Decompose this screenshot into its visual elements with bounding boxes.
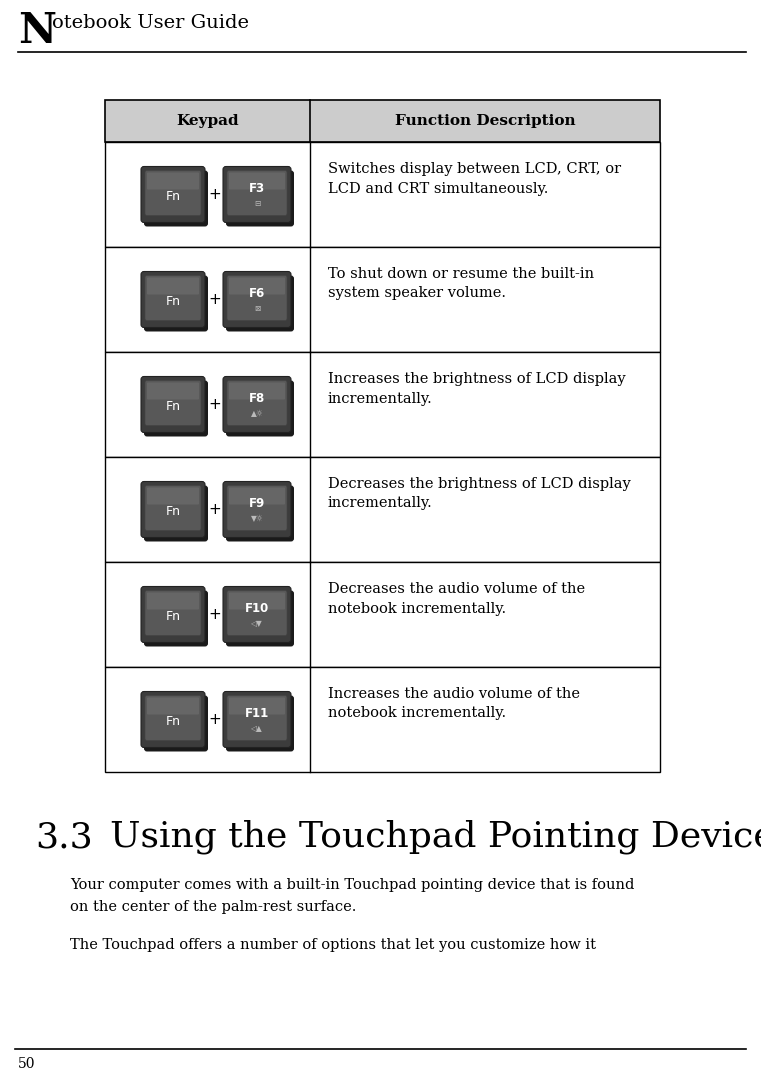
Text: ▼☼: ▼☼ — [250, 514, 263, 523]
Text: Fn: Fn — [165, 715, 180, 728]
Text: otebook User Guide: otebook User Guide — [52, 14, 249, 32]
FancyBboxPatch shape — [144, 590, 208, 646]
FancyBboxPatch shape — [141, 166, 205, 222]
Text: +: + — [209, 607, 221, 622]
Bar — [105, 142, 660, 247]
FancyBboxPatch shape — [145, 170, 201, 216]
Text: +: + — [209, 292, 221, 308]
FancyBboxPatch shape — [227, 486, 287, 531]
Bar — [105, 562, 660, 667]
Bar — [105, 667, 660, 771]
FancyBboxPatch shape — [229, 382, 285, 399]
FancyBboxPatch shape — [141, 692, 205, 748]
FancyBboxPatch shape — [147, 592, 199, 610]
Text: Decreases the brightness of LCD display
incrementally.: Decreases the brightness of LCD display … — [328, 477, 631, 510]
Text: Keypad: Keypad — [177, 114, 239, 128]
Text: 3.3: 3.3 — [35, 820, 93, 853]
FancyBboxPatch shape — [145, 486, 201, 531]
FancyBboxPatch shape — [227, 381, 287, 425]
FancyBboxPatch shape — [223, 166, 291, 222]
Text: Fn: Fn — [165, 400, 180, 413]
FancyBboxPatch shape — [226, 486, 294, 542]
Text: 50: 50 — [18, 1057, 36, 1071]
FancyBboxPatch shape — [147, 277, 199, 295]
FancyBboxPatch shape — [145, 590, 201, 636]
FancyBboxPatch shape — [229, 697, 285, 714]
FancyBboxPatch shape — [227, 696, 287, 740]
Text: Increases the audio volume of the
notebook incrementally.: Increases the audio volume of the notebo… — [328, 687, 580, 721]
FancyBboxPatch shape — [227, 170, 287, 216]
FancyBboxPatch shape — [147, 382, 199, 399]
FancyBboxPatch shape — [229, 592, 285, 610]
Text: F3: F3 — [249, 182, 265, 195]
FancyBboxPatch shape — [227, 275, 287, 320]
Text: F8: F8 — [249, 392, 265, 405]
FancyBboxPatch shape — [226, 696, 294, 751]
FancyBboxPatch shape — [144, 170, 208, 227]
Bar — [105, 100, 660, 142]
Text: Using the Touchpad Pointing Device: Using the Touchpad Pointing Device — [110, 820, 761, 855]
Text: F6: F6 — [249, 287, 265, 300]
Text: Fn: Fn — [165, 295, 180, 308]
Text: Fn: Fn — [165, 610, 180, 623]
FancyBboxPatch shape — [141, 481, 205, 537]
Text: Function Description: Function Description — [395, 114, 575, 128]
FancyBboxPatch shape — [144, 275, 208, 331]
Text: ◁▲: ◁▲ — [251, 724, 263, 733]
FancyBboxPatch shape — [223, 692, 291, 748]
FancyBboxPatch shape — [141, 272, 205, 328]
FancyBboxPatch shape — [145, 696, 201, 740]
Text: ⊟: ⊟ — [254, 199, 260, 208]
FancyBboxPatch shape — [141, 587, 205, 642]
Text: ▲☼: ▲☼ — [250, 409, 263, 418]
Bar — [105, 457, 660, 562]
Text: Fn: Fn — [165, 505, 180, 518]
Text: F11: F11 — [245, 707, 269, 720]
FancyBboxPatch shape — [145, 381, 201, 425]
FancyBboxPatch shape — [227, 590, 287, 636]
Text: +: + — [209, 712, 221, 727]
FancyBboxPatch shape — [229, 173, 285, 190]
Text: Your computer comes with a built-in Touchpad pointing device that is found: Your computer comes with a built-in Touc… — [70, 878, 635, 892]
Text: N: N — [18, 10, 56, 52]
FancyBboxPatch shape — [144, 381, 208, 437]
Bar — [105, 247, 660, 352]
FancyBboxPatch shape — [144, 486, 208, 542]
FancyBboxPatch shape — [223, 377, 291, 433]
Text: The Touchpad offers a number of options that let you customize how it: The Touchpad offers a number of options … — [70, 938, 596, 952]
Text: +: + — [209, 397, 221, 412]
Bar — [105, 352, 660, 457]
FancyBboxPatch shape — [223, 272, 291, 328]
Text: on the center of the palm-rest surface.: on the center of the palm-rest surface. — [70, 900, 356, 914]
Text: ⊠: ⊠ — [254, 304, 260, 313]
FancyBboxPatch shape — [229, 488, 285, 505]
Text: Switches display between LCD, CRT, or
LCD and CRT simultaneously.: Switches display between LCD, CRT, or LC… — [328, 162, 621, 195]
Text: +: + — [209, 502, 221, 517]
Text: Increases the brightness of LCD display
incrementally.: Increases the brightness of LCD display … — [328, 372, 626, 406]
Text: F9: F9 — [249, 497, 265, 510]
FancyBboxPatch shape — [226, 275, 294, 331]
Text: ◁▼: ◁▼ — [251, 619, 263, 628]
FancyBboxPatch shape — [223, 481, 291, 537]
FancyBboxPatch shape — [144, 696, 208, 751]
Text: F10: F10 — [245, 602, 269, 615]
FancyBboxPatch shape — [147, 488, 199, 505]
FancyBboxPatch shape — [223, 587, 291, 642]
FancyBboxPatch shape — [147, 697, 199, 714]
FancyBboxPatch shape — [226, 170, 294, 227]
FancyBboxPatch shape — [145, 275, 201, 320]
FancyBboxPatch shape — [141, 377, 205, 433]
Text: +: + — [209, 187, 221, 202]
FancyBboxPatch shape — [226, 381, 294, 437]
FancyBboxPatch shape — [226, 590, 294, 646]
FancyBboxPatch shape — [147, 173, 199, 190]
Text: Decreases the audio volume of the
notebook incrementally.: Decreases the audio volume of the notebo… — [328, 582, 585, 615]
Text: To shut down or resume the built-in
system speaker volume.: To shut down or resume the built-in syst… — [328, 267, 594, 300]
Text: Fn: Fn — [165, 190, 180, 203]
FancyBboxPatch shape — [229, 277, 285, 295]
